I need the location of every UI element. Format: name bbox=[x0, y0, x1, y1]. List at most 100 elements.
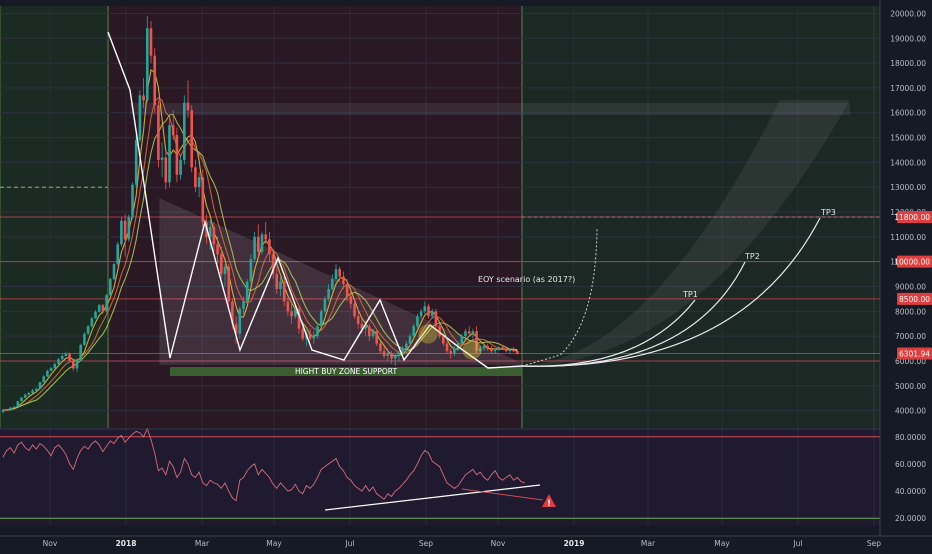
zigzag-pattern bbox=[107, 31, 523, 369]
candle-body bbox=[142, 95, 145, 101]
candle-body bbox=[268, 239, 271, 255]
price-tick-label-16: 20000.00 bbox=[890, 9, 926, 18]
candle-body bbox=[471, 331, 475, 334]
candle-body bbox=[308, 333, 312, 339]
candle-54 bbox=[201, 169, 205, 227]
candle-body bbox=[379, 343, 382, 352]
candle-50 bbox=[186, 80, 190, 118]
candle-99 bbox=[368, 323, 371, 342]
candle-body bbox=[323, 298, 327, 312]
candle-body bbox=[342, 276, 345, 285]
rsi-tick-label-0: 20.0000 bbox=[895, 514, 926, 523]
candle-body bbox=[364, 326, 367, 329]
candle-body bbox=[438, 326, 441, 337]
candle-63 bbox=[234, 316, 238, 344]
candle-90 bbox=[334, 264, 338, 282]
candle-49 bbox=[183, 95, 186, 165]
candle-110 bbox=[408, 333, 412, 347]
candle-115 bbox=[427, 303, 430, 319]
price-tick-label-10: 14000.00 bbox=[890, 158, 926, 167]
candle-body bbox=[149, 28, 153, 56]
candle-121 bbox=[449, 348, 452, 359]
candle-127 bbox=[471, 328, 475, 339]
candle-138 bbox=[512, 347, 515, 353]
candle-body bbox=[356, 316, 360, 324]
candle-body bbox=[482, 346, 486, 349]
candle-body bbox=[190, 110, 193, 168]
candle-body bbox=[327, 288, 330, 299]
scenario-label: EOY scenario (as 2017?) bbox=[478, 275, 575, 284]
candle-59 bbox=[220, 246, 223, 280]
price-tag-bg bbox=[897, 211, 932, 223]
price-tick-label-9: 13000.00 bbox=[890, 183, 926, 192]
price-tag-bg bbox=[897, 255, 932, 268]
target-label-3: TP3 bbox=[820, 208, 836, 217]
candle-body bbox=[264, 234, 267, 240]
candle-40 bbox=[149, 20, 153, 64]
candle-body bbox=[134, 140, 138, 185]
rsi-line bbox=[2, 427, 525, 502]
candle-89 bbox=[331, 274, 334, 292]
candle-body bbox=[516, 351, 519, 354]
candle-body bbox=[160, 157, 164, 160]
candle-body bbox=[79, 344, 82, 360]
price-tick-label-4: 8000.00 bbox=[895, 307, 926, 316]
price-tick-label-13: 17000.00 bbox=[890, 84, 926, 93]
rsi-tick-label-1: 40.0000 bbox=[895, 487, 926, 496]
time-tick-label-6: Nov bbox=[491, 539, 506, 548]
time-tick-label-11: Sep bbox=[867, 539, 881, 548]
candle-106 bbox=[393, 353, 397, 366]
candle-0 bbox=[1, 409, 5, 414]
candle-41 bbox=[153, 48, 156, 113]
candle-53 bbox=[197, 172, 201, 198]
candle-body bbox=[405, 343, 408, 349]
time-tick-label-4: Jul bbox=[344, 539, 354, 548]
candle-83 bbox=[308, 328, 312, 342]
candle-body bbox=[42, 376, 45, 383]
candle-body bbox=[493, 349, 497, 352]
candle-body bbox=[312, 336, 316, 339]
candle-137 bbox=[508, 348, 512, 354]
candle-body bbox=[464, 331, 467, 337]
candle-body bbox=[242, 301, 245, 309]
candle-body bbox=[393, 356, 397, 359]
candle-body bbox=[23, 394, 27, 398]
candle-33 bbox=[123, 214, 127, 257]
candle-body bbox=[186, 102, 190, 111]
candle-76 bbox=[282, 274, 286, 307]
price-tick-label-2: 6000.00 bbox=[895, 357, 926, 366]
candle-61 bbox=[227, 264, 230, 307]
candle-133 bbox=[493, 348, 497, 354]
candle-129 bbox=[479, 346, 482, 354]
candle-body bbox=[53, 363, 57, 369]
price-tag-label: 8500.00 bbox=[899, 295, 930, 304]
candle-body bbox=[120, 220, 123, 245]
candle-135 bbox=[501, 344, 504, 350]
candle-body bbox=[286, 301, 290, 312]
candle-body bbox=[430, 311, 434, 317]
candles bbox=[1, 15, 519, 414]
candle-81 bbox=[301, 326, 304, 342]
candle-73 bbox=[271, 249, 275, 280]
candle-body bbox=[164, 157, 168, 183]
candle-44 bbox=[164, 149, 168, 190]
candle-112 bbox=[416, 313, 419, 329]
candle-body bbox=[279, 281, 282, 289]
candle-25 bbox=[94, 310, 97, 320]
candle-body bbox=[479, 348, 482, 352]
candle-14 bbox=[53, 362, 57, 369]
time-tick-label-1: 2018 bbox=[116, 539, 137, 548]
candle-body bbox=[97, 305, 101, 312]
candle-body bbox=[127, 217, 131, 240]
candle-57 bbox=[212, 221, 216, 252]
candle-100 bbox=[371, 328, 375, 339]
candle-23 bbox=[86, 324, 90, 335]
candle-body bbox=[46, 370, 49, 377]
candle-2 bbox=[9, 406, 12, 411]
candle-16 bbox=[60, 354, 64, 360]
candle-102 bbox=[379, 341, 382, 354]
candle-body bbox=[146, 28, 149, 101]
candle-body bbox=[419, 311, 423, 317]
candle-107 bbox=[397, 351, 401, 361]
candle-11 bbox=[42, 375, 45, 383]
